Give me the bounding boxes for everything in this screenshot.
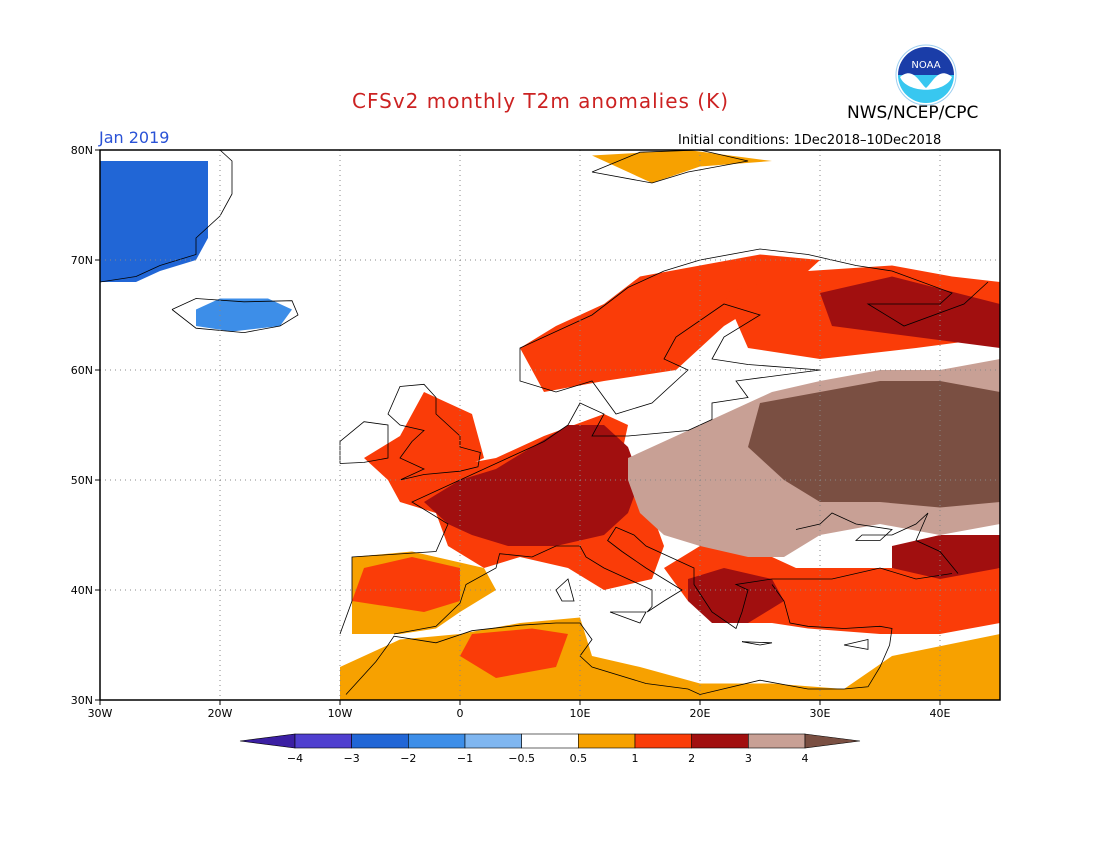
lat-tick-label: 70N: [71, 254, 93, 267]
colorbar-bin: [521, 733, 579, 749]
colorbar-bin: [351, 733, 409, 749]
coastline-3: [171, 298, 299, 334]
lat-tick-label: 60N: [71, 364, 93, 377]
colorbar-label: −4: [287, 752, 303, 765]
colorbar-label: 3: [745, 752, 752, 765]
colorbar-label: 4: [802, 752, 809, 765]
lon-tick-label: 10W: [328, 707, 353, 720]
coastline-1: [387, 383, 481, 481]
anomaly-region-svalbard-and-barents: [592, 150, 772, 183]
coastline-7: [555, 578, 575, 602]
anomaly-region-france-germany: [424, 425, 640, 546]
anomaly-region-greece-warm: [688, 568, 784, 623]
lon-tick-label: 20W: [208, 707, 233, 720]
colorbar-label: −0.5: [508, 752, 535, 765]
map-title: CFSv2 monthly T2m anomalies (K): [352, 89, 729, 113]
colorbar: −4 −3 −2 −1 −0.5 0.5 1 2 3 4: [239, 733, 861, 765]
noaa-logo: NOAA: [895, 44, 957, 106]
lon-tick-label: 40E: [930, 707, 951, 720]
anomaly-region-algeria-warm: [460, 628, 568, 678]
lon-tick-label: 20E: [690, 707, 711, 720]
colorbar-bin: [578, 733, 636, 749]
coastline-4: [393, 526, 953, 635]
colorbar-bin: [634, 733, 692, 749]
coastline-6: [795, 512, 959, 574]
lon-tick-label: 0: [457, 707, 464, 720]
lat-tick-label: 40N: [71, 584, 93, 597]
coastline-12: [99, 149, 233, 283]
coastline-10: [843, 638, 869, 650]
colorbar-bin: [691, 733, 749, 749]
lat-tick-label: 80N: [71, 144, 93, 157]
anomaly-region-kola-warm: [820, 276, 1000, 348]
colorbar-bin: [464, 733, 522, 749]
map-frame: [99, 149, 1001, 701]
lat-tick-label: 50N: [71, 474, 93, 487]
coastline-5: [345, 584, 893, 695]
colorbar-bin: [408, 733, 466, 749]
lon-tick-label: 30W: [88, 707, 113, 720]
colorbar-bin: [294, 733, 352, 749]
valid-month-label: Jan 2019: [99, 128, 170, 147]
agency-label: NWS/NCEP/CPC: [847, 103, 979, 123]
coastline-8: [609, 611, 647, 624]
colorbar-label: 1: [632, 752, 639, 765]
lon-tick-label: 30E: [810, 707, 831, 720]
coastline-9: [741, 641, 773, 646]
colorbar-bin: [748, 733, 806, 749]
colorbar-label: −3: [344, 752, 360, 765]
lat-tick-label: 30N: [71, 694, 93, 707]
coastline-2: [339, 421, 389, 464]
anomaly-region-caucasus-warm: [892, 535, 1000, 579]
anomaly-region-greenland: [100, 161, 208, 282]
colorbar-bin: [804, 733, 861, 749]
colorbar-label: 0.5: [570, 752, 588, 765]
initial-conditions-label: Initial conditions: 1Dec2018–10Dec2018: [678, 133, 942, 148]
anomaly-region-russia-core: [748, 381, 1000, 508]
lon-tick-label: 10E: [570, 707, 591, 720]
coastline-11: [591, 149, 749, 184]
colorbar-label: −2: [400, 752, 416, 765]
noaa-logo-text: NOAA: [911, 60, 940, 71]
anomaly-region-britain: [364, 392, 484, 480]
colorbar-label: 2: [688, 752, 695, 765]
colorbar-bin: [239, 733, 296, 749]
colorbar-label: −1: [457, 752, 473, 765]
anomaly-region-iceland: [196, 298, 292, 332]
anomaly-region-iberia-warm: [352, 557, 460, 612]
